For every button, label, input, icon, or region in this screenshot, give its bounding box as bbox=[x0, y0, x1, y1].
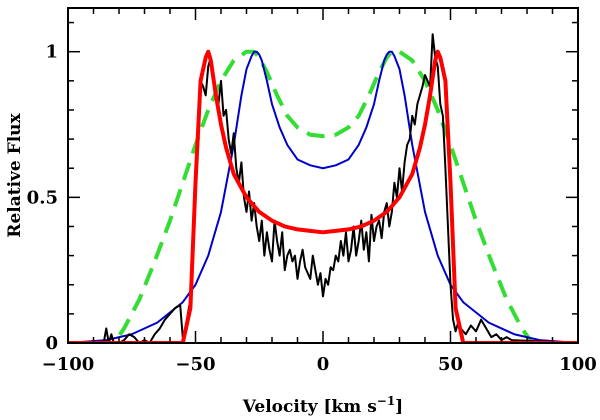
x-tick-label: 0 bbox=[317, 354, 330, 375]
tick-labels: −100 −50 0 50 100 0 0.5 1 bbox=[27, 42, 597, 375]
x-tick-label: 100 bbox=[559, 354, 597, 375]
y-tick-label: 0 bbox=[45, 333, 58, 354]
x-tick-label: −100 bbox=[42, 354, 95, 375]
y-axis-label: Relative Flux bbox=[5, 112, 25, 237]
x-tick-label: 50 bbox=[438, 354, 463, 375]
series-model-red bbox=[68, 52, 578, 343]
x-tick-label: −50 bbox=[175, 354, 215, 375]
series-model-blue bbox=[68, 52, 578, 343]
series-observed bbox=[68, 34, 578, 343]
series-model-green bbox=[68, 52, 578, 343]
y-tick-label: 0.5 bbox=[27, 187, 58, 208]
series-layer bbox=[68, 34, 578, 343]
chart: −100 −50 0 50 100 0 0.5 1 Velocity [km s−1] Rel… bbox=[0, 0, 600, 420]
y-tick-label: 1 bbox=[45, 42, 58, 63]
x-axis-label: Velocity [km s−1] bbox=[242, 394, 403, 417]
